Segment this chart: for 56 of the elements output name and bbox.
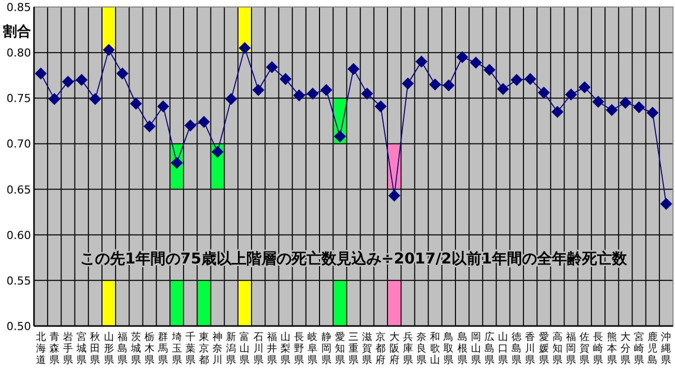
xtick: 青森県 (49, 332, 60, 366)
xtick: 大阪府 (389, 332, 400, 366)
xtick: 山形県 (104, 332, 114, 366)
ytick: 0.80 (6, 46, 31, 60)
xtick: 愛知県 (334, 332, 345, 366)
xtick: 富山県 (240, 332, 250, 366)
xtick: 長野県 (294, 332, 304, 366)
xtick: 静岡県 (321, 332, 332, 366)
xtick: 熊本県 (606, 332, 617, 366)
xtick: 山口県 (498, 332, 508, 366)
xtick: 兵庫県 (402, 332, 413, 366)
xtick: 愛媛県 (538, 332, 549, 366)
xtick: 京都府 (376, 332, 386, 366)
xtick: 石川県 (253, 332, 264, 366)
xtick: 北海道 (36, 332, 46, 366)
xtick: 鳥取県 (444, 332, 454, 366)
xtick: 群馬県 (158, 332, 168, 366)
xtick: 滋賀県 (362, 332, 372, 366)
xtick: 神奈川 (212, 332, 223, 366)
ylabel: 割合 (3, 24, 31, 40)
xtick: 埼玉県 (172, 332, 182, 366)
ytick: 0.70 (6, 138, 31, 151)
ytick: 0.50 (6, 320, 31, 333)
ytick: 0.65 (6, 183, 31, 196)
xtick: 三重県 (348, 332, 358, 366)
xtick: 鹿児島 (648, 332, 658, 366)
xtick: 香川県 (525, 332, 536, 366)
ytick: 0.75 (6, 92, 31, 106)
xtick: 栃木県 (144, 332, 155, 366)
xtick: 佐賀県 (580, 332, 590, 366)
xtick: 徳島県 (512, 332, 522, 366)
ytick: 0.85 (6, 1, 31, 14)
xtick: 山梨県 (280, 332, 291, 366)
xtick: 岡山県 (470, 332, 481, 366)
xtick: 和歌山 (430, 332, 440, 366)
xtick: 東京都 (198, 332, 209, 366)
xtick: 茨城県 (130, 332, 141, 366)
xtick: 沖縄県 (661, 332, 672, 366)
xtick: 秋田県 (90, 332, 100, 366)
xtick: 千葉県 (185, 332, 196, 366)
xtick: 岩手県 (63, 332, 73, 366)
xtick: 宮崎県 (634, 332, 644, 366)
xtick: 奈良県 (416, 332, 426, 366)
xtick: 福岡県 (566, 332, 576, 366)
xtick: 長崎県 (593, 332, 604, 366)
xtick: 広島県 (484, 332, 494, 366)
xtick: 宮城県 (76, 332, 87, 366)
xtick: 福井県 (266, 332, 277, 366)
xtick: 新潟県 (226, 332, 236, 366)
ytick: 0.60 (6, 228, 31, 242)
xtick: 福島県 (117, 332, 128, 366)
xtick: 大分県 (620, 332, 630, 366)
xtick: 岐阜県 (308, 332, 318, 366)
xtick: 島根県 (457, 332, 468, 366)
xtick: 高知県 (552, 332, 562, 366)
ytick: 0.55 (6, 274, 31, 288)
